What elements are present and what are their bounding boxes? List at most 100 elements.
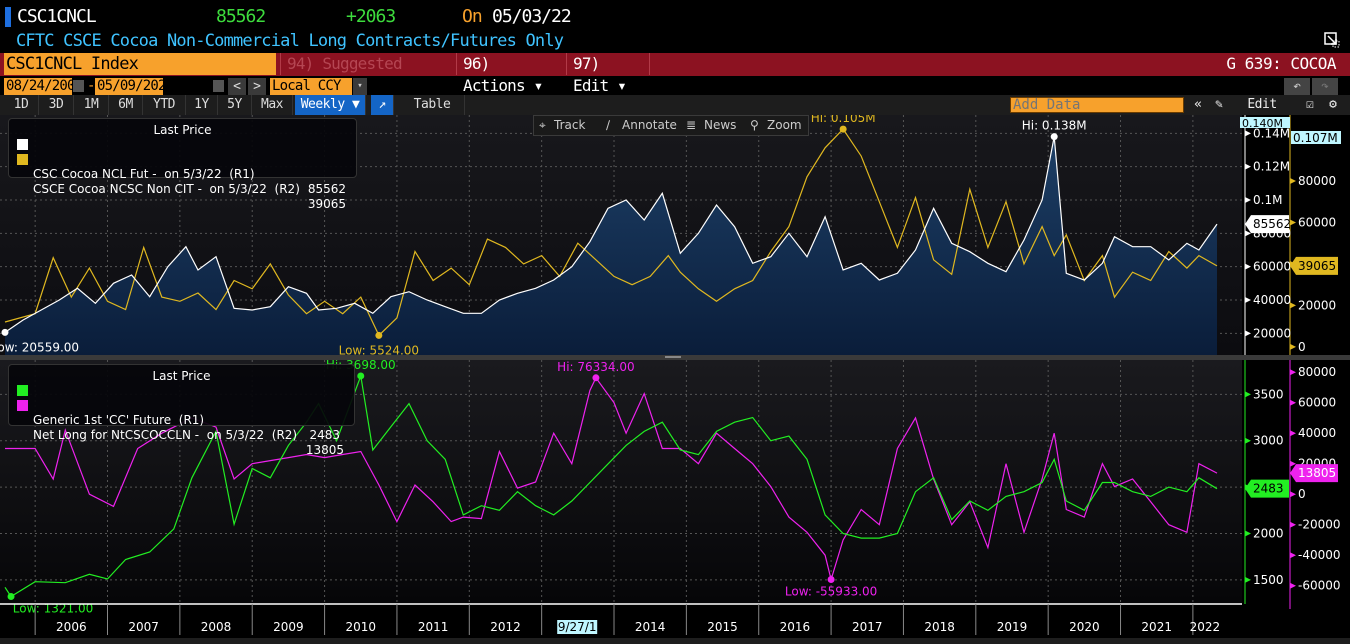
period-6m[interactable]: 6M — [109, 95, 143, 115]
legend-value: 85562 — [307, 182, 346, 196]
axis-r1-tick — [1245, 263, 1251, 270]
axis-r1-tick — [1245, 230, 1251, 237]
x-axis-tick-label: 2018 — [924, 620, 955, 634]
legend-label: CSCE Cocoa NCSC Non CIT - on 5/3/22 (R2) — [33, 182, 300, 196]
high-ncsc-marker — [839, 125, 847, 133]
axis-r1-top-box — [1240, 117, 1290, 128]
collapse-icon[interactable]: « — [1194, 97, 1202, 112]
end-calendar-icon[interactable] — [213, 80, 224, 92]
annotate-button[interactable]: Annotate — [622, 118, 677, 132]
axis-r1-tick — [1245, 130, 1251, 137]
last-value: 85562 — [216, 6, 266, 27]
popout-icon[interactable] — [1324, 32, 1340, 48]
period-1m[interactable]: 1M — [74, 95, 109, 115]
x-axis-tick-label: 2009 — [273, 620, 304, 634]
axis-r1-tick — [1245, 330, 1251, 337]
last-netlong-tag — [1290, 464, 1338, 483]
period-5y[interactable]: 5Y — [218, 95, 252, 115]
axis-r2-top-box — [1291, 131, 1341, 144]
axis-r1-tick-label: 1500 — [1253, 573, 1284, 587]
axis-r2-tick-label: 0 — [1298, 487, 1306, 501]
axis-r2-tick — [1290, 343, 1296, 350]
track-icon[interactable]: ⌖ — [539, 118, 546, 132]
legend-swatch — [17, 154, 28, 165]
splitter-handle[interactable] — [665, 356, 681, 358]
axis-r2-tick-label: 60000 — [1298, 215, 1336, 229]
axis-r2-tick — [1290, 399, 1296, 406]
track-button[interactable]: Track — [554, 118, 586, 132]
scrollbar-track[interactable] — [0, 638, 1350, 644]
axis-r2-tick — [1290, 582, 1296, 589]
low-cc-marker — [7, 592, 15, 600]
axis-r2-top-label: 0.107M — [1293, 131, 1338, 145]
low-netlong-marker — [827, 575, 835, 583]
currency-dropdown-icon[interactable]: ▾ — [353, 78, 367, 95]
axis-r2-tick-label: 40000 — [1298, 426, 1336, 440]
legend-row: Net Long for NtCSCOCCLN - on 5/3/22 (R2)… — [9, 398, 354, 457]
high-ncsc-label: Hi: 0.105M — [811, 115, 876, 125]
x-axis-tick-label: 2006 — [56, 620, 87, 634]
edit-menu[interactable]: 97) Edit ▾ — [566, 53, 650, 95]
axis-r1-tick — [1245, 391, 1251, 398]
axis-r1-tick — [1245, 297, 1251, 303]
currency-select[interactable]: Local CCY — [270, 78, 352, 95]
actions-menu[interactable]: 96) Actions ▾ — [456, 53, 564, 95]
x-axis: 2006200720082009201020112012201320142015… — [0, 603, 1350, 644]
legend-title: Last Price — [153, 123, 212, 137]
prev-range-button[interactable]: < — [228, 78, 246, 95]
suggested-charts-button[interactable]: 94) Suggested Charts — [280, 53, 450, 95]
gear-icon[interactable]: ⚙ — [1329, 97, 1337, 112]
axis-r1-tick-label: 20000 — [1253, 326, 1291, 340]
period-ytd[interactable]: YTD — [143, 95, 186, 115]
legend-row: Generic 1st 'CC' Future (R1) 2483 — [9, 383, 354, 442]
chart-tools-bar: ⌖ Track ∕ Annotate ≣ News ⚲ Zoom — [533, 115, 809, 136]
edit-box-icon[interactable]: ☑ — [1306, 97, 1314, 112]
low-ncl-marker — [1, 328, 9, 336]
upper-legend: Last Price CSC Cocoa NCL Fut - on 5/3/22… — [8, 118, 357, 211]
x-axis-tick-label: 2010 — [345, 620, 376, 634]
zoom-icon[interactable]: ⚲ — [750, 118, 759, 132]
security-header: CSC1CNCL 85562 +2063 On 05/03/22 — [0, 4, 1350, 30]
axis-r1-top-label: 0.140M — [1242, 117, 1283, 130]
page-code: G 639: COCOA — [1226, 54, 1336, 73]
line-chart-icon[interactable]: ↗ — [371, 95, 394, 115]
undo-icon[interactable]: ↶ — [1284, 78, 1310, 96]
start-date-field[interactable]: 08/24/2005 — [4, 78, 83, 95]
edit-chart-button[interactable]: Edit Chart — [1244, 97, 1281, 132]
frequency-dropdown[interactable]: Weekly ▼ — [295, 95, 366, 115]
low-cc-label: Low: 1321.00 — [13, 601, 93, 615]
legend-label: Net Long for NtCSCOCCLN - on 5/3/22 (R2) — [33, 428, 298, 442]
news-icon[interactable]: ≣ — [686, 118, 697, 132]
news-button[interactable]: News — [704, 118, 737, 132]
period-1d[interactable]: 1D — [4, 95, 39, 115]
last-ncsc-tag — [1290, 256, 1338, 275]
start-calendar-icon[interactable] — [73, 80, 84, 92]
axis-r1-tick-label: 0.12M — [1253, 160, 1290, 174]
low-ncl-label: Low: 20559.00 — [0, 340, 79, 354]
axis-r2-tick — [1290, 302, 1296, 309]
x-axis-tick-label: 2020 — [1069, 620, 1100, 634]
next-range-button[interactable]: > — [248, 78, 266, 95]
table-button[interactable]: Table — [400, 95, 465, 115]
period-1y[interactable]: 1Y — [186, 95, 218, 115]
series-line-net-long — [5, 376, 1218, 582]
period-max[interactable]: Max — [252, 95, 293, 115]
annotate-icon[interactable]: ∕ — [606, 118, 611, 132]
legend-value: 39065 — [307, 197, 346, 211]
last-ncl-tag — [1245, 215, 1289, 234]
redo-icon[interactable]: ↷ — [1312, 78, 1338, 96]
low-netlong-label: Low: -55933.00 — [785, 584, 877, 598]
legend-swatch — [17, 385, 28, 396]
axis-r1-tick-label: 0.14M — [1253, 126, 1290, 140]
security-field[interactable]: CSC1CNCL Index — [4, 53, 276, 75]
axis-r1-tick-label: 60000 — [1253, 260, 1291, 274]
legend-value: 13805 — [305, 443, 344, 457]
high-ncl-label: Hi: 0.138M — [1022, 119, 1087, 133]
legend-row: CSC Cocoa NCL Fut - on 5/3/22 (R1) 85562 — [9, 137, 356, 196]
add-data-input[interactable] — [1010, 97, 1184, 113]
zoom-button[interactable]: Zoom — [767, 118, 802, 132]
end-date-field[interactable]: 05/09/2022 — [95, 78, 174, 95]
pencil-icon[interactable]: ✎ — [1215, 97, 1223, 112]
axis-r1-tick — [1245, 197, 1251, 203]
period-3d[interactable]: 3D — [39, 95, 74, 115]
